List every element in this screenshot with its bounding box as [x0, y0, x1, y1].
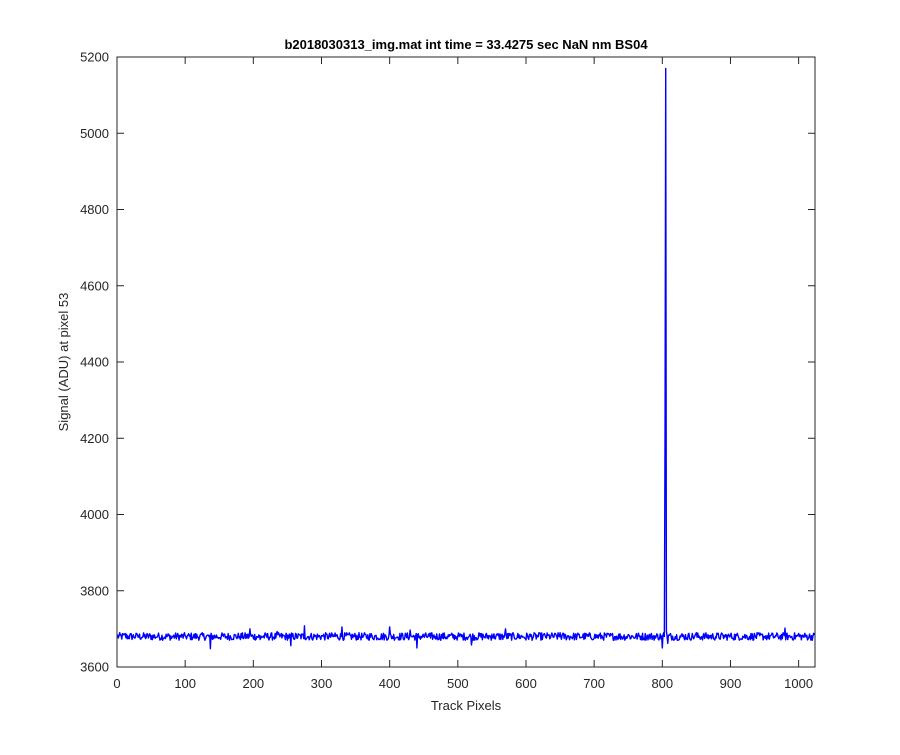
x-axis-label: Track Pixels — [431, 698, 502, 713]
x-tick-label: 0 — [113, 676, 120, 691]
plot-area-background — [117, 57, 815, 667]
y-tick-label: 3800 — [80, 583, 109, 598]
x-tick-label: 800 — [651, 676, 673, 691]
y-tick-label: 4800 — [80, 202, 109, 217]
y-axis-ticks: 3600 3800 4000 4200 4400 4600 4800 5000 5200 — [80, 50, 815, 675]
y-tick-label: 5200 — [80, 50, 109, 65]
series-layer — [116, 67, 816, 650]
x-tick-label: 200 — [242, 676, 264, 691]
x-tick-label: 700 — [583, 676, 605, 691]
x-tick-label: 1000 — [784, 676, 813, 691]
x-tick-label: 100 — [174, 676, 196, 691]
x-axis-ticks: 0 100 200 300 400 500 600 700 800 900 1000 — [113, 57, 813, 691]
x-tick-label: 600 — [515, 676, 537, 691]
y-tick-label: 4600 — [80, 278, 109, 293]
chart-title: b2018030313_img.mat int time = 33.4275 s… — [284, 37, 648, 52]
y-tick-label: 4200 — [80, 431, 109, 446]
y-tick-label: 4400 — [80, 355, 109, 370]
x-tick-label: 500 — [447, 676, 469, 691]
y-tick-label: 4000 — [80, 507, 109, 522]
x-tick-label: 300 — [311, 676, 333, 691]
x-tick-label: 900 — [720, 676, 742, 691]
y-tick-label: 3600 — [80, 660, 109, 675]
x-tick-label: 400 — [379, 676, 401, 691]
signal-series-line — [116, 67, 816, 650]
y-axis-label: Signal (ADU) at pixel 53 — [56, 293, 71, 432]
y-tick-label: 5000 — [80, 126, 109, 141]
